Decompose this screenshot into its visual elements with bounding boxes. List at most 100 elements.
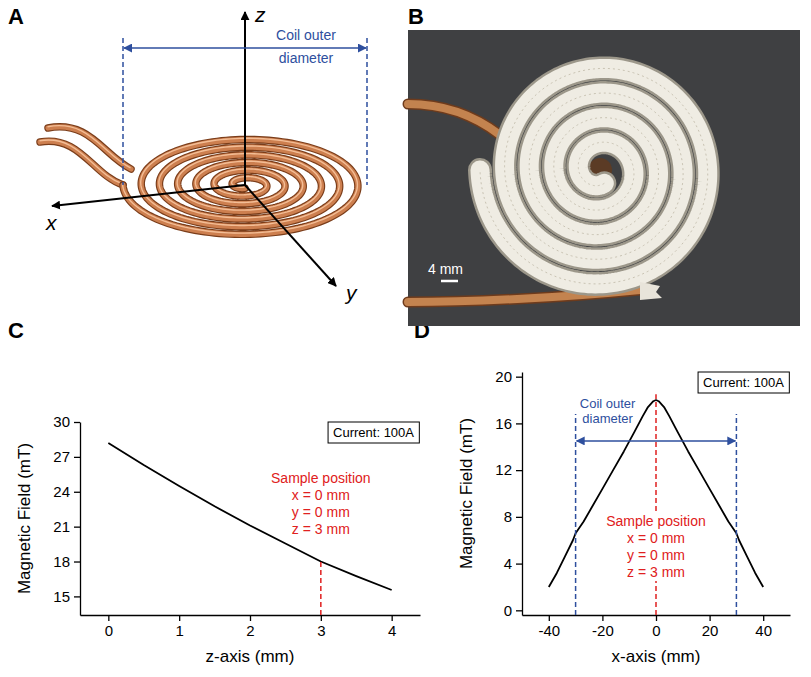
chart: 0 1 2 3 4 15 18 21 24 27 30 z-axis (mm) Magnetic Fie… [15,413,421,666]
tick: 0 [504,602,522,619]
coil-highlight [40,140,123,184]
tick-mark [321,615,322,621]
dimension-arrow [577,440,736,442]
tick-mark [74,526,80,527]
sample-line [655,394,657,615]
photo-background [408,30,800,326]
tick-mark [74,492,80,493]
x-axis: -40 -20 0 20 40 [523,615,791,639]
label-patches [603,512,709,581]
axis-label: z [254,3,266,26]
note-box [328,422,419,443]
tick: 0 [105,615,113,639]
dimension-line [122,38,124,185]
tick-label: 30 [53,413,70,430]
axis-arrow [245,185,336,286]
note-label: Current: 100A [703,375,784,390]
tick-label: 0 [652,622,660,639]
tick: 20 [702,615,719,639]
label-patch [624,563,688,581]
axis-line [522,373,523,616]
tick-label: 16 [495,415,512,432]
tick-mark [74,561,80,562]
annotation: Current: 100A [698,372,789,393]
dimension-label: Coil outer diameter [276,27,336,66]
panel-label: C [8,318,24,343]
tick: 21 [53,518,80,535]
tick-label: 24 [53,483,70,500]
tick: 3 [317,615,325,639]
tick: 18 [53,553,80,570]
y-axis-title: Magnetic Field (mT) [15,443,34,594]
axis-arrow [52,185,245,206]
tick: 27 [53,448,80,465]
y-axis-title: Magnetic Field (mT) [457,418,476,569]
tick-mark [74,457,80,458]
annotation: Sample positionx = 0 mmy = 0 mmz = 3 mm [271,470,371,615]
braid-outline [480,68,708,283]
tick: -20 [592,615,614,639]
tick: 4 [388,615,396,639]
label-patch [624,529,688,547]
tick: -40 [538,615,560,639]
tick-label: -40 [538,622,560,639]
tick: 30 [53,413,80,430]
dimension-label: Coil outerdiameter [580,396,636,426]
label-patch [624,546,688,564]
tick: 40 [755,615,772,639]
tick-label: 2 [246,622,254,639]
tick: 0 [652,615,660,639]
tick-mark [74,596,80,597]
sample-labels: Sample positionx = 0 mmy = 0 mmz = 3 mm [271,470,371,537]
tick-mark [392,615,393,621]
schematic: zxyCoil outerdiameter [40,3,368,304]
tick-label: 3 [317,622,325,639]
tick-mark [179,615,180,621]
annotation: Current: 100A [328,422,419,443]
sample-label: y = 0 mm [292,504,350,520]
tick-label: -20 [592,622,614,639]
lead [408,104,500,135]
tick-mark [516,563,522,564]
annotation: Sample positionx = 0 mmy = 0 mmz = 3 mm [603,394,709,615]
tick-label: 21 [53,518,70,535]
braid [480,68,708,283]
dimension-line [575,414,577,615]
tick-mark [602,615,603,621]
tick: 2 [246,615,254,639]
axis-line [80,423,81,616]
sample-label: x = 0 mm [292,487,350,503]
tick-mark [516,470,522,471]
scale-bar [441,280,458,283]
tick-mark [516,517,522,518]
x-axis-title: z-axis (mm) [206,647,295,666]
label-patch [603,512,709,530]
text-line: Coil outer [276,27,336,43]
tick-label: 20 [495,368,512,385]
dimension-line [736,414,738,615]
plot-area [108,443,391,590]
tick-label: 15 [53,588,70,605]
tick-mark [516,610,522,611]
x-axis: 0 1 2 3 4 [81,615,421,639]
tick-mark [709,615,710,621]
tick: 24 [53,483,80,500]
tick-mark [108,615,109,621]
tick-label: 1 [175,622,183,639]
tick-label: 12 [495,461,512,478]
tick-label: 0 [105,622,113,639]
sample-line [320,562,322,615]
tick: 12 [495,461,522,478]
tick-mark [250,615,251,621]
data-line [108,443,391,590]
sample-label: x = 0 mm [627,530,685,546]
tick: 15 [53,588,80,605]
tick-mark [549,615,550,621]
text-line: Coil outer [580,396,636,411]
tick-label: 27 [53,448,70,465]
coil-leads [40,126,132,185]
axis-label: x [45,211,58,234]
figure: ABCDzxyCoil outerdiameter4 mm01234151821… [0,0,811,677]
text-line: diameter [279,50,334,66]
chart: -40-2002040048121620x-axis (mm)Magnetic … [457,368,791,666]
